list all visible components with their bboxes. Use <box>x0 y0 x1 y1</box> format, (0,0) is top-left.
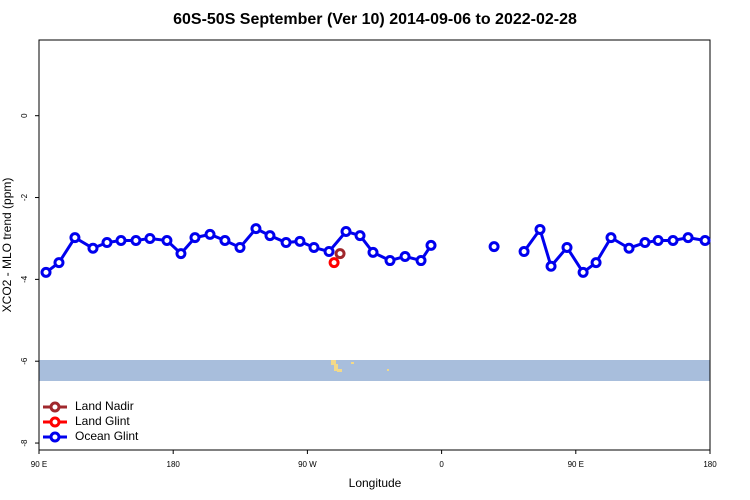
data-point <box>101 237 113 249</box>
data-point <box>219 234 231 246</box>
legend-marker <box>49 401 61 413</box>
data-point <box>415 255 427 267</box>
y-tick-label: -6 <box>20 357 29 365</box>
data-point <box>175 248 187 260</box>
data-point <box>577 266 589 278</box>
y-tick-label: -8 <box>20 439 29 447</box>
data-point <box>652 234 664 246</box>
data-point <box>667 234 679 246</box>
data-point <box>682 232 694 244</box>
data-point <box>264 230 276 242</box>
data-point <box>161 234 173 246</box>
data-point <box>605 232 617 244</box>
legend-label: Ocean Glint <box>75 429 139 443</box>
data-point <box>130 234 142 246</box>
data-point <box>545 260 557 272</box>
chart-title: 60S-50S September (Ver 10) 2014-09-06 to… <box>173 11 577 28</box>
data-point <box>590 257 602 269</box>
data-point <box>340 225 352 237</box>
data-point <box>308 241 320 253</box>
x-tick-label: 90 W <box>298 460 317 469</box>
data-point <box>623 242 635 254</box>
map-strip <box>39 360 710 381</box>
x-tick-label: 90 E <box>568 460 584 469</box>
data-point <box>87 242 99 254</box>
data-point <box>323 246 335 258</box>
data-point <box>189 232 201 244</box>
y-tick-label: -2 <box>20 193 29 201</box>
data-point <box>399 250 411 262</box>
y-tick-label: -4 <box>20 275 29 283</box>
data-point <box>354 230 366 242</box>
data-point <box>144 232 156 244</box>
x-tick-label: 0 <box>439 460 444 469</box>
data-point <box>280 237 292 249</box>
x-tick-label: 90 E <box>31 460 47 469</box>
data-point <box>367 246 379 258</box>
data-point <box>561 241 573 253</box>
data-point <box>488 241 500 253</box>
x-tick-label: 180 <box>167 460 181 469</box>
data-point <box>384 255 396 267</box>
data-point <box>534 223 546 235</box>
data-point <box>639 237 651 249</box>
data-point <box>518 246 530 258</box>
data-point <box>334 248 346 260</box>
data-point <box>425 239 437 251</box>
x-tick-label: 180 <box>703 460 717 469</box>
legend-marker <box>49 416 61 428</box>
legend-marker <box>49 431 61 443</box>
y-tick-label: 0 <box>20 113 29 118</box>
data-point <box>250 223 262 235</box>
x-axis-label: Longitude <box>349 476 402 490</box>
data-point <box>294 235 306 247</box>
data-point <box>234 241 246 253</box>
data-point <box>328 257 340 269</box>
y-axis-label: XCO2 - MLO trend (ppm) <box>0 178 14 313</box>
data-point <box>40 266 52 278</box>
data-point <box>69 232 81 244</box>
data-point <box>115 234 127 246</box>
legend-label: Land Nadir <box>75 399 134 413</box>
data-point <box>699 234 711 246</box>
plot-frame <box>38 39 711 451</box>
data-point <box>53 257 65 269</box>
data-point <box>204 228 216 240</box>
legend-label: Land Glint <box>75 414 130 428</box>
